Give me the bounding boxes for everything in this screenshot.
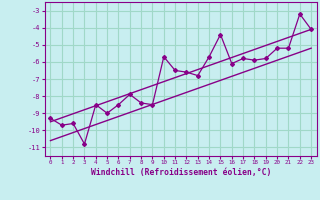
X-axis label: Windchill (Refroidissement éolien,°C): Windchill (Refroidissement éolien,°C) bbox=[91, 168, 271, 177]
